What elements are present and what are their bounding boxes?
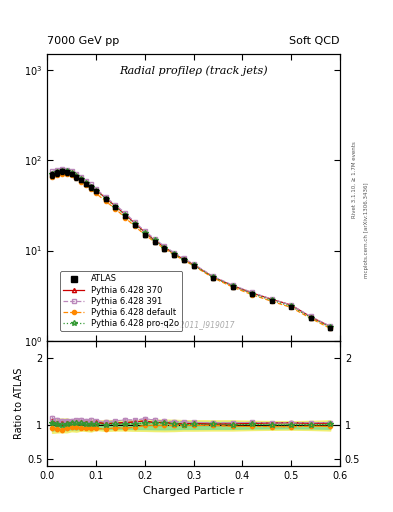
Text: Rivet 3.1.10, ≥ 1.7M events: Rivet 3.1.10, ≥ 1.7M events bbox=[352, 141, 357, 218]
Text: 7000 GeV pp: 7000 GeV pp bbox=[47, 36, 119, 46]
Text: mcplots.cern.ch [arXiv:1306.3436]: mcplots.cern.ch [arXiv:1306.3436] bbox=[364, 183, 369, 278]
X-axis label: Charged Particle r: Charged Particle r bbox=[143, 486, 244, 496]
Text: Soft QCD: Soft QCD bbox=[290, 36, 340, 46]
Y-axis label: Ratio to ATLAS: Ratio to ATLAS bbox=[14, 368, 24, 439]
Text: Radial profileρ (track jets): Radial profileρ (track jets) bbox=[119, 65, 268, 76]
Legend: ATLAS, Pythia 6.428 370, Pythia 6.428 391, Pythia 6.428 default, Pythia 6.428 pr: ATLAS, Pythia 6.428 370, Pythia 6.428 39… bbox=[60, 271, 182, 331]
Text: ATLAS_2011_I919017: ATLAS_2011_I919017 bbox=[152, 321, 235, 330]
